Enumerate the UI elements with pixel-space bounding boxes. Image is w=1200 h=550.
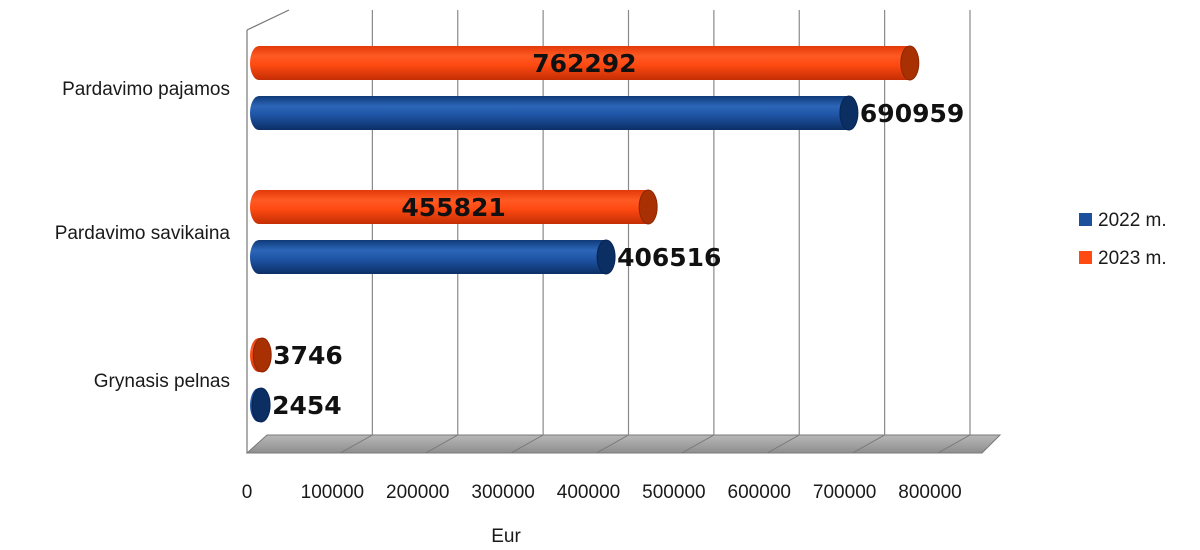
bar — [250, 95, 859, 131]
legend-swatch — [1079, 251, 1092, 264]
floor-tick-line — [937, 434, 971, 454]
wall-edge-top — [246, 9, 290, 31]
data-label: 690959 — [860, 99, 964, 128]
bar-end-cap — [839, 95, 859, 131]
category-label: Pardavimo pajamos — [62, 79, 230, 100]
bar-start-cap — [250, 190, 268, 224]
floor-tick-line — [510, 434, 544, 454]
x-axis-title: Eur — [491, 526, 521, 547]
x-tick-label: 300000 — [471, 482, 534, 503]
x-tick-label: 400000 — [557, 482, 620, 503]
bar-start-cap — [250, 240, 268, 274]
bar-start-cap — [250, 46, 268, 80]
bar-body — [259, 240, 607, 274]
bar-body — [259, 96, 849, 130]
data-label: 3746 — [273, 341, 343, 370]
legend-swatch — [1079, 213, 1092, 226]
bar-body — [259, 190, 649, 224]
data-label: 2454 — [272, 391, 342, 420]
bar-end-cap — [900, 45, 920, 81]
bar-end-cap — [251, 387, 271, 423]
bar-end-cap — [252, 337, 272, 373]
floor-tick-line — [596, 434, 629, 454]
bar — [250, 189, 658, 225]
chart-floor — [245, 434, 1002, 454]
x-tick-label: 600000 — [728, 482, 791, 503]
floor-tick-line — [340, 434, 373, 454]
floor-tick-line — [852, 434, 885, 454]
data-label: 406516 — [617, 243, 721, 272]
data-label: 762292 — [532, 49, 636, 78]
bar-end-cap — [638, 189, 658, 225]
legend-label: 2022 m. — [1098, 210, 1167, 231]
floor-tick-line — [767, 434, 800, 454]
x-tick-label: 200000 — [386, 482, 449, 503]
bar-end-cap — [596, 239, 616, 275]
x-tick-label: 500000 — [642, 482, 705, 503]
x-tick-label: 700000 — [813, 482, 876, 503]
legend-label: 2023 m. — [1098, 248, 1167, 269]
bar — [250, 45, 920, 81]
category-label: Pardavimo savikaina — [55, 223, 231, 244]
category-label: Grynasis pelnas — [94, 371, 230, 392]
floor-tick-line — [681, 434, 715, 454]
data-label: 455821 — [401, 193, 505, 222]
x-tick-label: 100000 — [301, 482, 364, 503]
bar-body — [259, 46, 910, 80]
bar — [250, 239, 616, 275]
bar-start-cap — [250, 96, 268, 130]
x-tick-label: 800000 — [898, 482, 961, 503]
bar — [250, 337, 272, 373]
bar — [250, 387, 271, 423]
floor-tick-line — [425, 434, 458, 454]
x-tick-label: 0 — [242, 482, 253, 503]
